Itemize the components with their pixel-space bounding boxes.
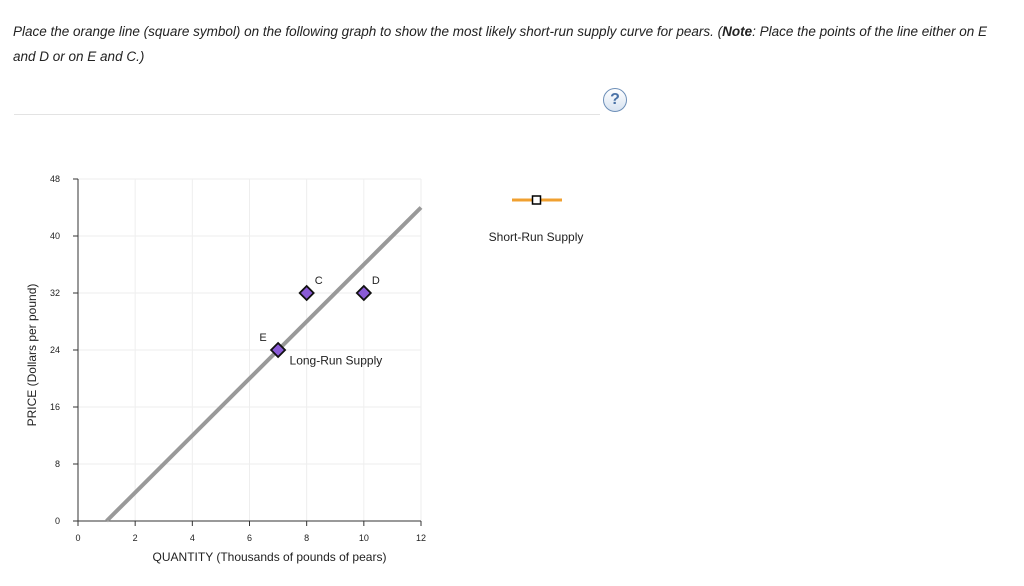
y-tick-label-48: 48 (50, 174, 60, 184)
chart-grid (78, 178, 422, 521)
y-tick-label-8: 8 (55, 459, 60, 469)
point-e-label: E (259, 332, 266, 344)
x-tick-label-6: 6 (247, 533, 252, 543)
x-tick-label-4: 4 (190, 533, 195, 543)
y-tick-label-32: 32 (50, 288, 60, 298)
x-tick-label-8: 8 (304, 533, 309, 543)
x-tick-label-0: 0 (75, 533, 80, 543)
instructions-part1: Place the orange line (square symbol) on… (13, 24, 723, 39)
y-axis-label: PRICE (Dollars per pound) (25, 284, 39, 427)
point-c-marker[interactable] (298, 284, 315, 302)
x-tick-label-2: 2 (133, 533, 138, 543)
short-run-supply-drag-tool[interactable] (512, 194, 562, 206)
instructions-text: Place the orange line (square symbol) on… (13, 19, 1003, 69)
y-tick-label-0: 0 (55, 516, 60, 526)
help-icon[interactable]: ? (603, 88, 627, 112)
legend-label-short-run-supply: Short-Run Supply (488, 230, 584, 244)
point-d-label: D (372, 275, 380, 287)
x-axis-label: QUANTITY (Thousands of pounds of pears) (153, 550, 387, 564)
instructions-part2: : Place the points of the line either on… (13, 24, 988, 64)
x-tick-label-10: 10 (359, 533, 369, 543)
y-tick-label-16: 16 (50, 402, 60, 412)
legend: Short-Run Supply (476, 190, 596, 250)
section-divider (14, 114, 600, 115)
x-tick-label-12: 12 (416, 533, 426, 543)
y-tick-label-24: 24 (50, 345, 60, 355)
point-c-label: C (315, 275, 323, 287)
long-run-supply-line (105, 206, 423, 523)
point-d-marker[interactable] (355, 284, 373, 302)
chart-points[interactable]: E C D (259, 275, 380, 359)
y-tick-label-40: 40 (50, 231, 60, 241)
point-e-marker[interactable] (269, 341, 287, 359)
long-run-supply-label: Long-Run Supply (290, 354, 383, 368)
note-label: Note (722, 24, 753, 39)
chart-series: Long-Run Supply (105, 206, 423, 523)
legend-square-icon (531, 195, 542, 205)
